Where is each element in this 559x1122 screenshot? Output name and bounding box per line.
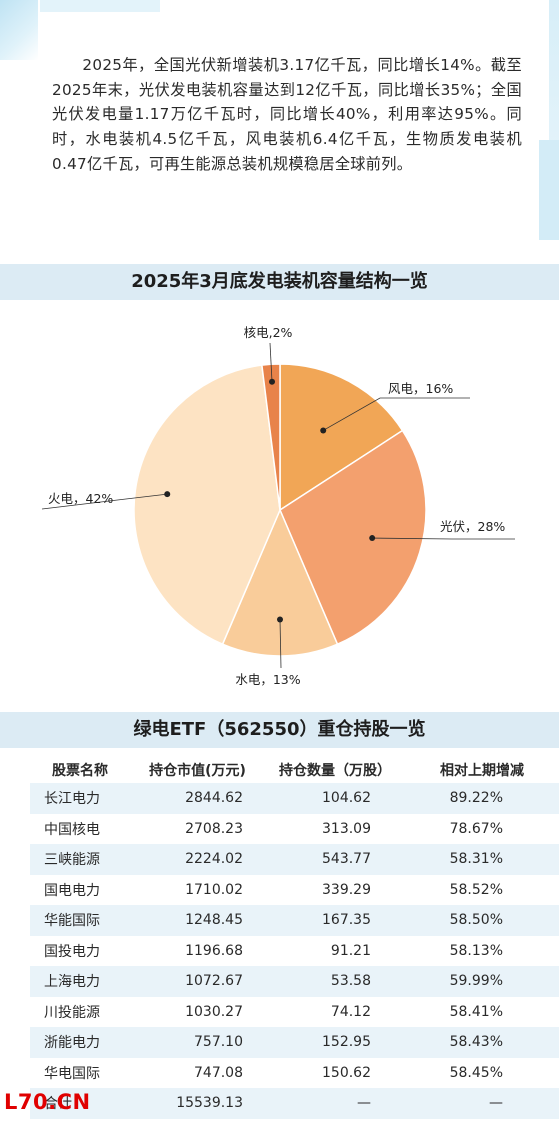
cell-stock-name: 三峡能源 — [30, 844, 130, 875]
table-row: 川投能源 1030.27 74.12 58.41% — [30, 997, 559, 1028]
cell-stock-name: 浙能电力 — [30, 1027, 130, 1058]
cell-change: 58.45% — [449, 1064, 503, 1081]
cell-stock-name: 华能国际 — [30, 905, 130, 936]
slice-label-1: 光伏，28% — [440, 519, 505, 534]
cell-quantity: 74.12 — [330, 1003, 371, 1020]
pie-chart-title: 2025年3月底发电装机容量结构一览 — [0, 264, 559, 300]
cell-stock-name: 国投电力 — [44, 943, 100, 960]
pie-slice-0 — [279, 363, 404, 512]
cell-quantity: 91.21 — [330, 942, 371, 959]
slice-label-2: 水电，13% — [235, 672, 300, 687]
slice-label-3: 火电，42% — [48, 491, 113, 506]
table-row: 上海电力 1072.67 53.58 59.99% — [30, 966, 559, 997]
leader-line-3 — [41, 493, 168, 510]
cell-market-value: 747.08 — [194, 1064, 243, 1081]
cell-market-value: 1248.45 — [130, 905, 265, 936]
cell-stock-name: 中国核电 — [44, 821, 100, 838]
leader-line-2 — [279, 619, 282, 669]
corner-decoration — [0, 0, 38, 60]
cell-change: 58.43% — [405, 1027, 559, 1058]
leader-line-4 — [269, 342, 273, 382]
cell-market-value: 2224.02 — [130, 844, 265, 875]
header-stock-name: 股票名称 — [52, 763, 108, 779]
cell-total-label: 合计 — [30, 1088, 130, 1119]
pie-slice-2 — [221, 508, 339, 657]
cell-change: 58.41% — [449, 1003, 503, 1020]
cell-quantity: 150.62 — [322, 1064, 371, 1081]
right-edge-decoration-block — [539, 140, 559, 240]
table-row: 华能国际 1248.45 167.35 58.50% — [30, 905, 559, 936]
header-market-value: 持仓市值(万元) — [149, 763, 246, 779]
cell-change: 59.99% — [405, 966, 559, 997]
header-quantity: 持仓数量（万股） — [279, 763, 391, 779]
cell-market-value: 2844.62 — [130, 783, 265, 814]
cell-quantity: 167.35 — [265, 905, 405, 936]
cell-stock-name: 华电国际 — [44, 1065, 100, 1082]
header-change: 相对上期增减 — [440, 763, 524, 779]
cell-total-value: 15539.13 — [130, 1088, 265, 1119]
cell-quantity: 104.62 — [265, 783, 405, 814]
table-row: 国电电力 1710.02 339.29 58.52% — [30, 875, 559, 906]
table-row: 三峡能源 2224.02 543.77 58.31% — [30, 844, 559, 875]
cell-quantity: 313.09 — [322, 820, 371, 837]
cell-quantity: 152.95 — [265, 1027, 405, 1058]
slice-label-0: 风电，16% — [388, 381, 453, 396]
table-title: 绿电ETF（562550）重仓持股一览 — [0, 712, 559, 748]
leader-dot-1 — [369, 535, 376, 542]
watermark-logo: L70.CN — [4, 1090, 91, 1114]
table-row: 国投电力 1196.68 91.21 58.13% — [30, 936, 559, 967]
cell-market-value: 757.10 — [130, 1027, 265, 1058]
intro-paragraph: 2025年，全国光伏新增装机3.17亿千瓦，同比增长14%。截至2025年末，光… — [52, 56, 522, 173]
leader-dot-2 — [277, 616, 283, 623]
cell-change: 58.52% — [449, 881, 503, 898]
table-total-row: 合计 15539.13 — — — [30, 1088, 559, 1119]
cell-market-value: 1196.68 — [185, 942, 243, 959]
leader-dot-0 — [320, 427, 327, 434]
table-row: 长江电力 2844.62 104.62 89.22% — [30, 783, 559, 814]
cell-change: 58.13% — [449, 942, 503, 959]
leader-dot-3 — [164, 491, 171, 498]
pie-labels: 风电，16% 光伏，28% 水电，13% 火电，42% 核电,2% — [41, 325, 515, 687]
leader-line-1 — [372, 537, 515, 540]
pie-slice-3 — [133, 364, 281, 646]
pie-slices — [133, 363, 427, 657]
table-row: 浙能电力 757.10 152.95 58.43% — [30, 1027, 559, 1058]
cell-quantity: 543.77 — [265, 844, 405, 875]
cell-change: 89.22% — [405, 783, 559, 814]
leader-dot-4 — [269, 378, 276, 385]
table-header-row: 股票名称 持仓市值(万元) 持仓数量（万股） 相对上期增减 — [30, 757, 559, 783]
table-row: 中国核电 2708.23 313.09 78.67% — [30, 814, 559, 845]
pie-slice-1 — [279, 429, 427, 646]
leader-line-0 — [323, 397, 470, 431]
cell-market-value: 1030.27 — [185, 1003, 243, 1020]
cell-quantity: 339.29 — [322, 881, 371, 898]
cell-stock-name: 川投能源 — [44, 1004, 100, 1021]
cell-total-quantity: — — [265, 1088, 405, 1119]
holdings-table: 股票名称 持仓市值(万元) 持仓数量（万股） 相对上期增减 长江电力 2844.… — [30, 757, 559, 1119]
table-row: 华电国际 747.08 150.62 58.45% — [30, 1058, 559, 1089]
top-decoration — [40, 0, 160, 12]
pie-chart: 风电，16% 光伏，28% 水电，13% 火电，42% 核电,2% — [41, 325, 515, 687]
cell-quantity: 53.58 — [265, 966, 405, 997]
right-edge-decoration — [549, 0, 559, 240]
cell-change: 58.50% — [405, 905, 559, 936]
cell-market-value: 1710.02 — [185, 881, 243, 898]
cell-total-change: — — [405, 1088, 559, 1119]
cell-stock-name: 上海电力 — [30, 966, 130, 997]
cell-change: 78.67% — [449, 820, 503, 837]
cell-market-value: 2708.23 — [185, 820, 243, 837]
cell-stock-name: 国电电力 — [44, 882, 100, 899]
cell-stock-name: 长江电力 — [30, 783, 130, 814]
cell-market-value: 1072.67 — [130, 966, 265, 997]
slice-label-4: 核电,2% — [244, 325, 293, 340]
cell-change: 58.31% — [405, 844, 559, 875]
